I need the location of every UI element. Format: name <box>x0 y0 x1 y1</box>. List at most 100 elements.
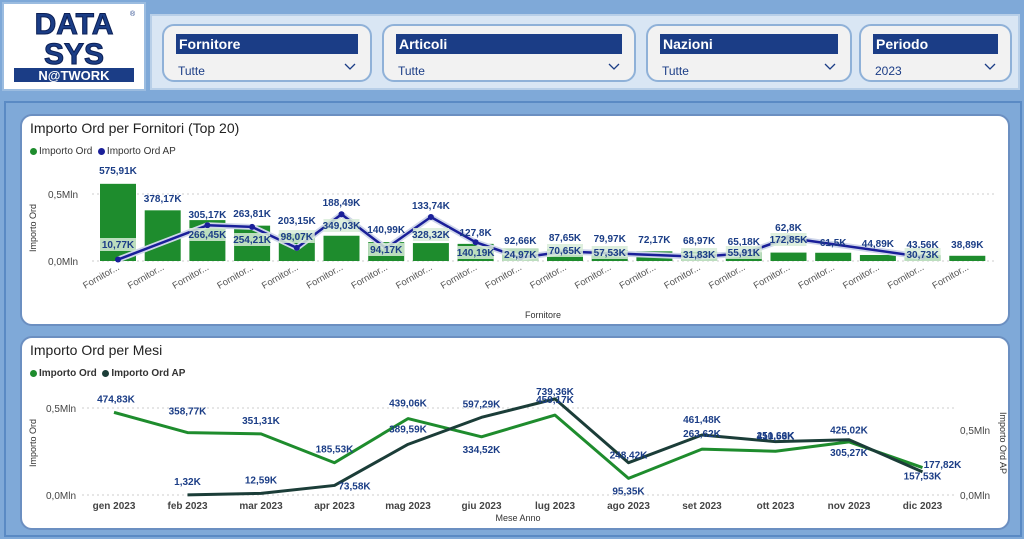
data-label: 65,18K <box>728 237 761 248</box>
data-label: 55,91K <box>728 248 761 259</box>
legend-dot-green <box>30 369 37 377</box>
x-tick-label: gen 2023 <box>93 501 136 512</box>
data-label: 157,53K <box>904 472 943 483</box>
slicer-periodo-value: 2023 <box>875 64 902 78</box>
data-label: 185,53K <box>316 445 355 456</box>
slicer-nazioni[interactable]: Nazioni Tutte <box>646 24 852 82</box>
logo-line-3: N@TWORK <box>38 68 110 83</box>
data-label-bg <box>234 233 271 246</box>
data-label: 61,5K <box>820 238 847 249</box>
x-axis-title: Fornitore <box>525 310 561 320</box>
data-label: 251,66K <box>757 431 796 442</box>
data-label: 62,8K <box>775 223 802 234</box>
x-tick-label: Fornitor... <box>305 262 345 292</box>
data-label: 38,89K <box>951 240 984 251</box>
x-tick-label: Fornitor... <box>126 262 166 292</box>
data-label-bg <box>770 233 807 246</box>
x-tick-label: Fornitor... <box>260 262 300 292</box>
supplier-chart-legend: Importo Ord Importo Ord AP <box>30 146 176 157</box>
data-label: 140,99K <box>367 225 406 236</box>
data-label: 87,65K <box>549 233 582 244</box>
x-tick-label: Fornitor... <box>171 262 211 292</box>
data-point <box>249 223 256 230</box>
x-tick-label: Fornitor... <box>394 262 434 292</box>
data-label: 133,74K <box>412 201 451 212</box>
x-tick-label: Fornitor... <box>796 262 836 292</box>
slicer-fornitore-value: Tutte <box>178 64 205 78</box>
chevron-down-icon[interactable] <box>824 60 836 72</box>
x-tick-label: Fornitor... <box>439 262 479 292</box>
slicer-nazioni-title: Nazioni <box>660 34 838 54</box>
x-tick-label: giu 2023 <box>461 501 501 512</box>
logo-line-2: SYS <box>44 38 104 71</box>
chevron-down-icon[interactable] <box>984 60 996 72</box>
y-axis-title: Importo Ord <box>28 419 38 467</box>
x-tick-label: Fornitor... <box>841 262 881 292</box>
x-tick-label: ago 2023 <box>607 501 650 512</box>
data-label-bg <box>502 248 539 261</box>
data-label: 389,59K <box>389 424 428 435</box>
slicer-periodo[interactable]: Periodo 2023 <box>859 24 1012 82</box>
x-tick-label: set 2023 <box>682 501 722 512</box>
x-tick-label: lug 2023 <box>535 501 575 512</box>
slicer-articoli[interactable]: Articoli Tutte <box>382 24 636 82</box>
data-label: 98,07K <box>281 232 314 243</box>
legend-item-importo-ord[interactable]: Importo Ord <box>39 146 93 157</box>
data-label: 10,77K <box>102 240 135 251</box>
bar <box>859 254 896 261</box>
data-label-bg <box>725 246 762 259</box>
slicer-periodo-title: Periodo <box>873 34 998 54</box>
data-label: 95,35K <box>612 486 645 497</box>
data-label: 24,97K <box>504 250 537 261</box>
bar <box>815 252 852 261</box>
data-label: 57,53K <box>594 248 627 259</box>
x-tick-label: Fornitor... <box>707 262 747 292</box>
data-label: 12,59K <box>245 475 278 486</box>
bar <box>412 243 449 261</box>
data-label-bg <box>100 238 136 251</box>
data-label: 439,06K <box>389 399 428 410</box>
slicer-fornitore[interactable]: Fornitore Tutte <box>162 24 372 82</box>
data-label: 410,53K <box>757 432 796 443</box>
logo-line-1: DATA <box>35 8 114 41</box>
data-label: 72,17K <box>638 235 671 246</box>
data-label: 305,17K <box>188 210 227 221</box>
data-label: 334,52K <box>463 445 502 456</box>
data-label: 461,48K <box>683 415 722 426</box>
data-label: 127,8K <box>459 228 492 239</box>
data-label: 92,66K <box>504 236 537 247</box>
legend-item-importo-ord[interactable]: Importo Ord <box>39 368 97 379</box>
x-tick-label: Fornitor... <box>662 262 702 292</box>
data-label: 1,32K <box>174 477 201 488</box>
monthly-chart: 0,5Mln 0,0Mln 0,5Mln 0,0Mln Importo Ord Impor… <box>28 387 1008 523</box>
x-tick-label: Fornitor... <box>81 262 121 292</box>
x-tick-label: Fornitor... <box>528 262 568 292</box>
data-label-bg <box>189 228 226 241</box>
data-label: 425,02K <box>830 426 869 437</box>
legend-item-importo-ord-ap[interactable]: Importo Ord AP <box>106 146 176 157</box>
slicer-articoli-value: Tutte <box>398 64 425 78</box>
y-tick-label: 0,0Mln <box>48 257 78 268</box>
data-point <box>472 239 479 246</box>
legend-item-importo-ord-ap[interactable]: Importo Ord AP <box>111 368 186 379</box>
supplier-chart-panel: Importo Ord per Fornitori (Top 20) Impor… <box>20 114 1010 326</box>
x-tick-label: Fornitor... <box>573 262 613 292</box>
data-label: 188,49K <box>323 198 362 209</box>
logo-graphic: DATA SYS N@TWORK ® <box>10 8 138 84</box>
data-label: 73,58K <box>338 481 371 492</box>
monthly-chart-panel: Importo Ord per Mesi Importo Ord Importo… <box>20 336 1010 530</box>
chevron-down-icon[interactable] <box>344 60 356 72</box>
chevron-down-icon[interactable] <box>608 60 620 72</box>
y-tick-label: 0,5Mln <box>46 404 76 415</box>
x-tick-label: feb 2023 <box>167 501 207 512</box>
data-label-bg <box>457 246 494 259</box>
bar <box>770 252 807 261</box>
x-axis-title: Mese Anno <box>495 513 540 523</box>
datasys-logo: DATA SYS N@TWORK ® <box>2 2 146 91</box>
monthly-chart-title: Importo Ord per Mesi <box>30 342 163 358</box>
data-label: 94,17K <box>370 245 403 256</box>
data-point <box>427 214 434 221</box>
y-axis-title: Importo Ord <box>28 204 38 252</box>
data-label: 43,56K <box>906 240 939 251</box>
svg-text:®: ® <box>130 10 136 18</box>
